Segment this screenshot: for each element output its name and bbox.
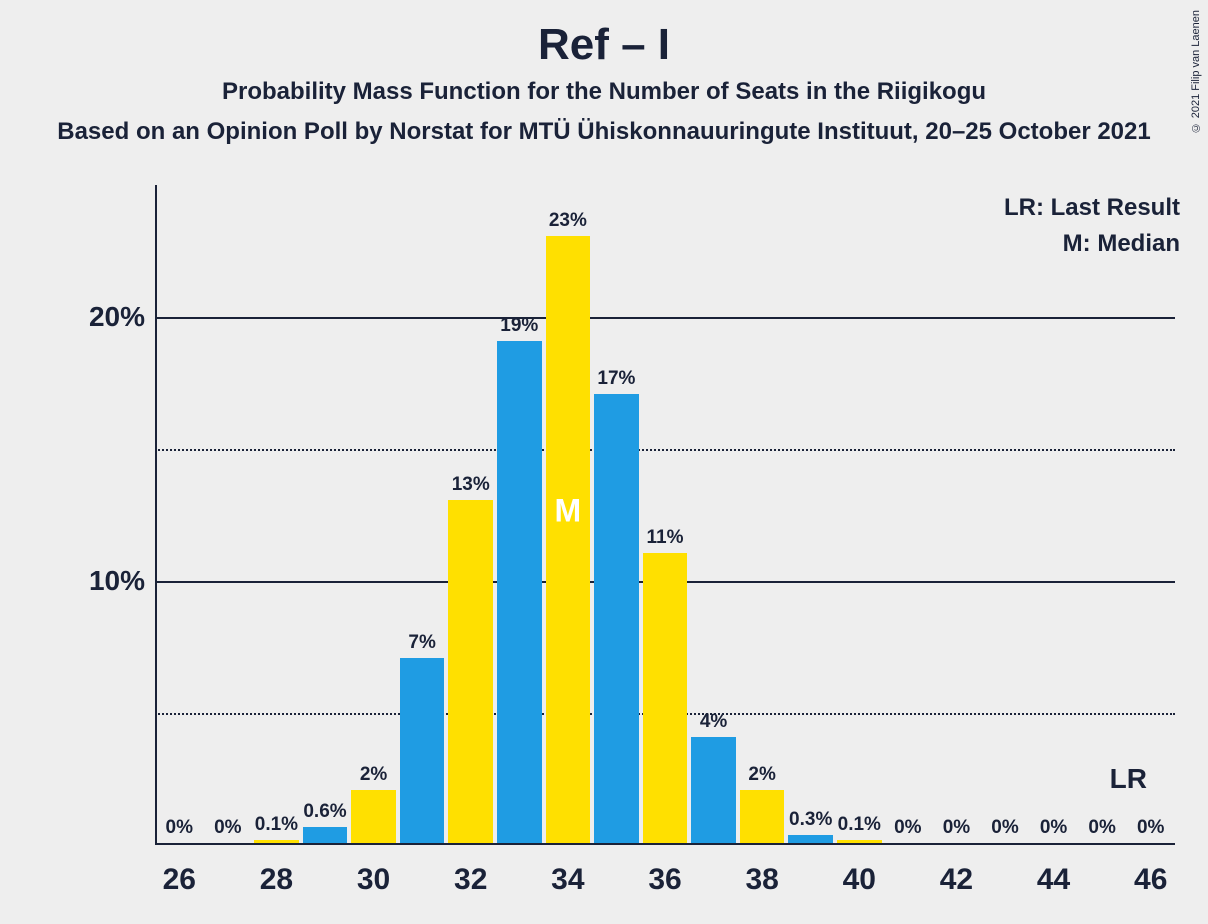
bar-value-label: 0% — [991, 817, 1018, 839]
x-axis-line — [155, 843, 1175, 845]
bar-value-label: 0.3% — [789, 809, 832, 831]
x-tick-label: 26 — [163, 863, 196, 897]
gridline — [155, 449, 1175, 451]
chart-subtitle: Probability Mass Function for the Number… — [0, 78, 1208, 106]
bar — [400, 658, 445, 843]
bar-value-label: 19% — [500, 315, 538, 337]
bar-value-label: 0% — [1088, 817, 1115, 839]
copyright-text: © 2021 Filip van Laenen — [1190, 10, 1202, 133]
y-axis-line — [155, 185, 157, 845]
x-tick-label: 28 — [260, 863, 293, 897]
x-tick-label: 34 — [551, 863, 584, 897]
x-tick-label: 40 — [843, 863, 876, 897]
bar-value-label: 0% — [166, 817, 193, 839]
x-tick-label: 38 — [745, 863, 778, 897]
bar-value-label: 11% — [647, 527, 684, 549]
x-tick-label: 36 — [648, 863, 681, 897]
bar-value-label: 0% — [1137, 817, 1164, 839]
bar-value-label: 0% — [894, 817, 921, 839]
bar-value-label: 0% — [1040, 817, 1067, 839]
bar-value-label: 0% — [943, 817, 970, 839]
bar — [448, 500, 493, 843]
median-marker: M — [555, 493, 582, 530]
y-tick-label: 20% — [89, 301, 145, 333]
chart-title: Ref – I — [0, 0, 1208, 70]
bar-value-label: 23% — [549, 210, 587, 232]
bar — [837, 840, 882, 843]
chart-source: Based on an Opinion Poll by Norstat for … — [0, 118, 1208, 146]
chart-plot-area: 10%20%26283032343638404244460%0%0.1%0.6%… — [155, 185, 1175, 845]
bar — [303, 827, 348, 843]
bar-value-label: 13% — [452, 474, 490, 496]
bar-value-label: 0.6% — [303, 801, 346, 823]
x-tick-label: 46 — [1134, 863, 1167, 897]
bar-value-label: 0.1% — [838, 814, 881, 836]
bar-value-label: 17% — [597, 368, 635, 390]
bar-value-label: 0.1% — [255, 814, 298, 836]
x-tick-label: 32 — [454, 863, 487, 897]
gridline — [155, 317, 1175, 319]
bar — [643, 553, 688, 843]
bar — [254, 840, 299, 843]
bar — [497, 341, 542, 843]
bar-value-label: 2% — [748, 764, 775, 786]
bar-value-label: 4% — [700, 711, 727, 733]
bar — [351, 790, 396, 843]
bar-value-label: 2% — [360, 764, 387, 786]
x-tick-label: 42 — [940, 863, 973, 897]
x-tick-label: 44 — [1037, 863, 1070, 897]
bar — [740, 790, 785, 843]
x-tick-label: 30 — [357, 863, 390, 897]
bar — [691, 737, 736, 843]
bar-value-label: 0% — [214, 817, 241, 839]
bar — [788, 835, 833, 843]
last-result-marker: LR — [1110, 763, 1147, 795]
y-tick-label: 10% — [89, 565, 145, 597]
bar — [594, 394, 639, 843]
bar-value-label: 7% — [408, 632, 435, 654]
bar — [546, 236, 591, 843]
